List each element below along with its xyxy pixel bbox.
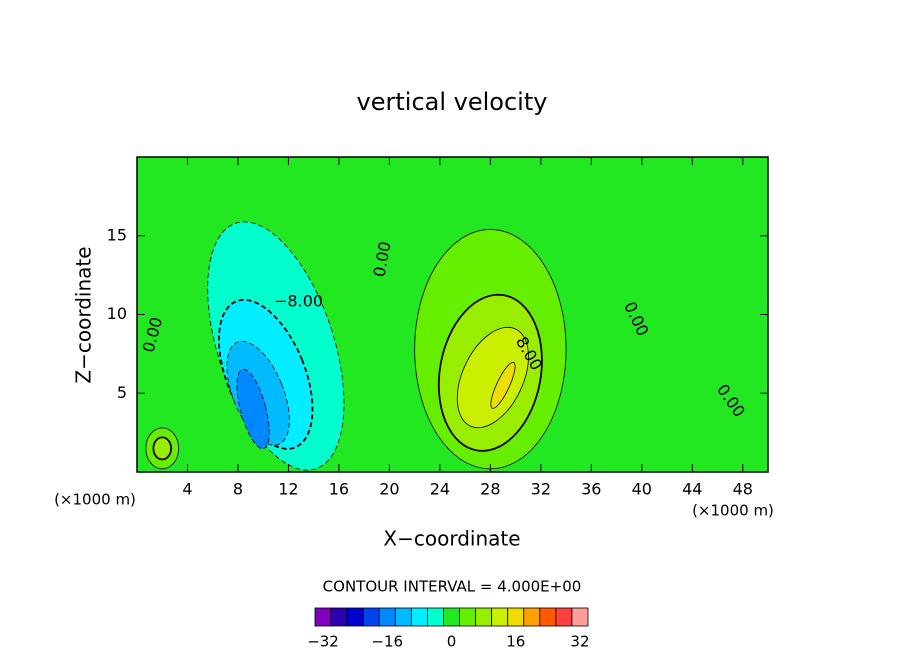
y-tick-label: 15 xyxy=(107,225,127,244)
contour-region xyxy=(490,361,516,409)
colorbar-tick-label: −16 xyxy=(371,633,403,651)
chart-title: vertical velocity xyxy=(357,88,548,116)
x-tick-label: 12 xyxy=(278,480,298,499)
colorbar-box xyxy=(523,607,541,627)
colorbar-box xyxy=(362,607,380,627)
x-tick-label: 48 xyxy=(733,480,753,499)
colorbar-box xyxy=(459,607,476,627)
colorbar-box xyxy=(443,607,460,627)
x-tick-label: 44 xyxy=(682,480,702,499)
x-axis-label: X−coordinate xyxy=(383,527,520,551)
colorbar-tick-label: 16 xyxy=(506,633,525,651)
y-tick-label: 5 xyxy=(117,383,127,402)
colorbar-box xyxy=(330,607,348,627)
y-tick-label: 10 xyxy=(107,304,127,323)
x-tick-label: 32 xyxy=(531,480,551,499)
colorbar-tick-label: 0 xyxy=(447,633,457,651)
y-axis-label: Z−coordinate xyxy=(72,246,96,383)
x-tick-label: 40 xyxy=(632,480,652,499)
colorbar-box xyxy=(314,607,332,627)
x-tick-label: 36 xyxy=(581,480,601,499)
x-tick-label: 8 xyxy=(233,480,243,499)
x-tick-label: 28 xyxy=(480,480,500,499)
x-tick-label: 16 xyxy=(329,480,349,499)
x-tick-label: 20 xyxy=(379,480,399,499)
colorbar-box xyxy=(346,607,364,627)
contour-label: −8.00 xyxy=(274,291,323,310)
colorbar-tick-label: 32 xyxy=(570,633,589,651)
colorbar-box xyxy=(394,607,412,627)
colorbar-box xyxy=(475,607,493,627)
colorbar-tick-label: −32 xyxy=(307,633,339,651)
colorbar-box xyxy=(571,607,589,627)
x-tick-label: 24 xyxy=(430,480,450,499)
contour-region xyxy=(456,326,529,429)
contour-interval: CONTOUR INTERVAL = 4.000E+00 xyxy=(323,578,582,596)
field xyxy=(137,157,768,472)
contour-region xyxy=(152,436,172,461)
y-unit: (×1000 m) xyxy=(54,491,136,509)
colorbar-box xyxy=(491,607,509,627)
colorbar-box xyxy=(410,607,428,627)
colorbar-box xyxy=(507,607,525,627)
contour-region xyxy=(236,368,270,450)
x-unit: (×1000 m) xyxy=(692,502,774,520)
colorbar-box xyxy=(427,607,444,627)
colorbar-box xyxy=(555,607,573,627)
colorbar-box xyxy=(539,607,557,627)
colorbar-box xyxy=(378,607,396,627)
x-tick-label: 4 xyxy=(182,480,192,499)
